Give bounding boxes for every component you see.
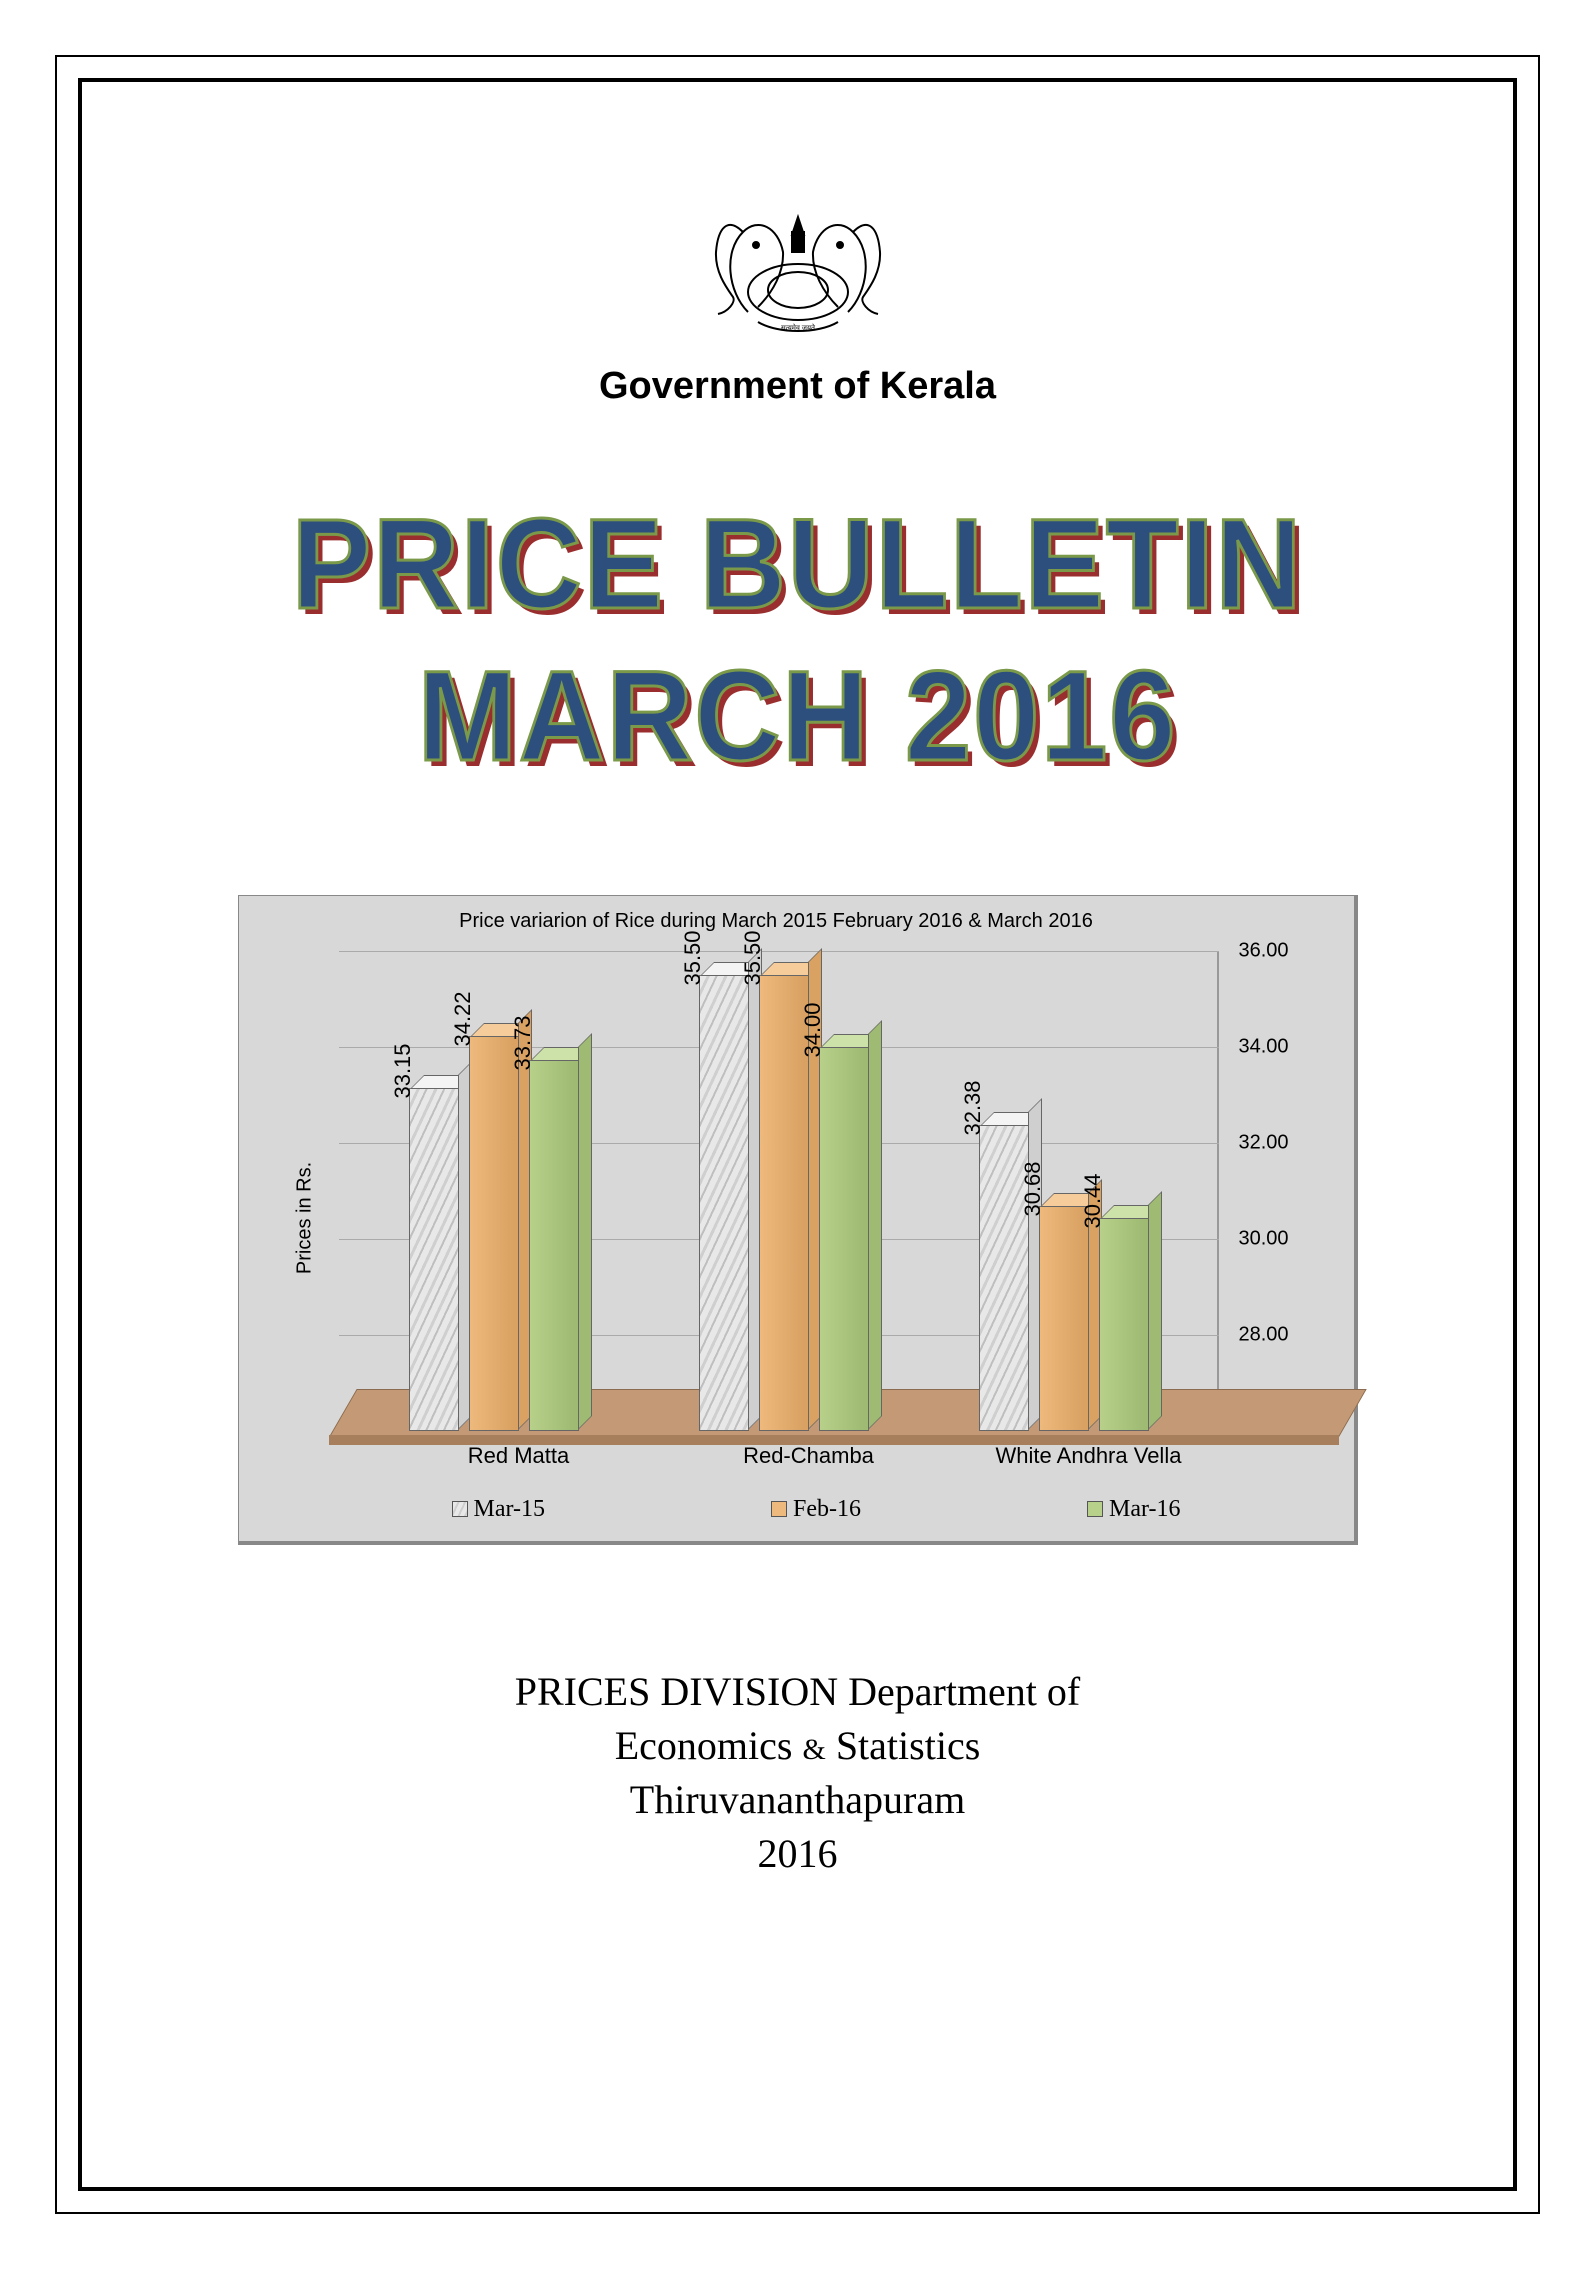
chart-bar: 33.73 bbox=[529, 1060, 579, 1431]
chart-category-label: White Andhra Vella bbox=[959, 1443, 1219, 1469]
legend-swatch-icon bbox=[1087, 1501, 1103, 1517]
footer-line-1: PRICES DIVISION Department of bbox=[122, 1665, 1473, 1719]
chart-bar-value-label: 35.50 bbox=[680, 930, 706, 985]
legend-label: Feb-16 bbox=[793, 1496, 861, 1523]
chart-bar: 35.50 bbox=[699, 975, 749, 1431]
chart-bar: 34.22 bbox=[469, 1036, 519, 1431]
chart-title: Price variarion of Rice during March 201… bbox=[239, 910, 1314, 933]
kerala-emblem-icon: सत्यमेव जयते bbox=[688, 172, 908, 342]
chart-bar-value-label: 34.00 bbox=[800, 1002, 826, 1057]
footer-stats: Statistics bbox=[836, 1723, 980, 1768]
rice-price-chart: Price variarion of Rice during March 201… bbox=[238, 895, 1358, 1545]
chart-bar: 33.15 bbox=[409, 1088, 459, 1431]
legend-item-mar15: Mar-15 bbox=[452, 1496, 546, 1523]
chart-category-label: Red-Chamba bbox=[679, 1443, 939, 1469]
chart-bar: 30.44 bbox=[1099, 1218, 1149, 1431]
legend-label: Mar-15 bbox=[474, 1496, 546, 1523]
chart-bar-value-label: 34.22 bbox=[450, 992, 476, 1047]
legend-item-feb16: Feb-16 bbox=[771, 1496, 861, 1523]
legend-swatch-icon bbox=[771, 1501, 787, 1517]
chart-ytick-label: 34.00 bbox=[1239, 1035, 1339, 1058]
legend-label: Mar-16 bbox=[1109, 1496, 1181, 1523]
chart-ytick-label: 32.00 bbox=[1239, 1131, 1339, 1154]
chart-bar-group: 33.1534.2233.73Red Matta bbox=[409, 951, 629, 1431]
government-line: Government of Kerala bbox=[122, 365, 1473, 408]
legend-swatch-icon bbox=[452, 1501, 468, 1517]
chart-bar-value-label: 33.15 bbox=[390, 1043, 416, 1098]
chart-bar-value-label: 35.50 bbox=[740, 930, 766, 985]
chart-ytick-label: 28.00 bbox=[1239, 1323, 1339, 1346]
footer-line-3: Thiruvananthapuram bbox=[122, 1773, 1473, 1827]
chart-ytick-label: 36.00 bbox=[1239, 939, 1339, 962]
chart-bar: 30.68 bbox=[1039, 1206, 1089, 1431]
title-block: PRICE BULLETIN MARCH 2016 bbox=[122, 498, 1473, 785]
chart-bar-value-label: 32.38 bbox=[960, 1080, 986, 1135]
emblem-container: सत्यमेव जयते bbox=[122, 172, 1473, 347]
chart-right-axis bbox=[1217, 951, 1219, 1431]
svg-text:सत्यमेव जयते: सत्यमेव जयते bbox=[780, 323, 815, 332]
chart-ytick-label: 30.00 bbox=[1239, 1227, 1339, 1250]
chart-bar-value-label: 30.44 bbox=[1080, 1173, 1106, 1228]
footer-line-4: 2016 bbox=[122, 1827, 1473, 1881]
chart-bar-value-label: 30.68 bbox=[1020, 1162, 1046, 1217]
title-line-1: PRICE BULLETIN bbox=[169, 498, 1425, 632]
inner-frame: सत्यमेव जयते Government of Kerala PRICE … bbox=[78, 78, 1517, 2191]
chart-bar-value-label: 33.73 bbox=[510, 1015, 536, 1070]
chart-bar: 34.00 bbox=[819, 1047, 869, 1431]
chart-bar-group: 32.3830.6830.44White Andhra Vella bbox=[979, 951, 1199, 1431]
footer-line-2: Economics & Statistics bbox=[122, 1719, 1473, 1773]
chart-plot-area: 26.0028.0030.0032.0034.0036.0033.1534.22… bbox=[339, 951, 1219, 1431]
chart-category-label: Red Matta bbox=[389, 1443, 649, 1469]
chart-ylabel: Prices in Rs. bbox=[293, 1162, 316, 1274]
title-line-2: MARCH 2016 bbox=[169, 650, 1425, 784]
chart-legend: Mar-15 Feb-16 Mar-16 bbox=[339, 1496, 1294, 1523]
legend-item-mar16: Mar-16 bbox=[1087, 1496, 1181, 1523]
footer-amp: & bbox=[802, 1733, 825, 1766]
chart-bar-group: 35.5035.5034.00Red-Chamba bbox=[699, 951, 919, 1431]
footer-block: PRICES DIVISION Department of Economics … bbox=[122, 1665, 1473, 1881]
footer-econ: Economics bbox=[615, 1723, 793, 1768]
